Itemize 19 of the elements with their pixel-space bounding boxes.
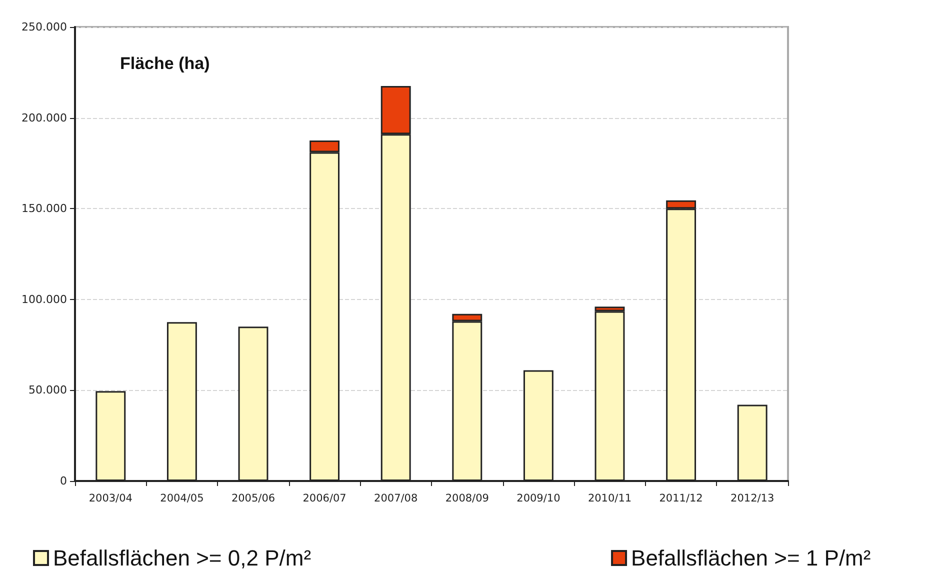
y-tick-label: 200.000 — [22, 111, 67, 124]
x-tick-label: 2009/10 — [516, 492, 560, 504]
x-tick-label: 2007/08 — [374, 492, 418, 504]
text: Fläche (ha) — [120, 54, 210, 73]
y-tick-label: 250.000 — [22, 20, 67, 34]
x-tick-label: 2004/05 — [160, 492, 204, 504]
y-tick-label: 0 — [60, 474, 67, 488]
x-tick-label: 2008/09 — [445, 492, 489, 504]
x-tick-label: 2006/07 — [302, 492, 346, 504]
x-tick-label: 2012/13 — [730, 492, 774, 504]
y-tick-label: 100.000 — [22, 292, 67, 306]
x-tick-label: 2003/04 — [88, 492, 133, 504]
x-tick-label: 2005/06 — [231, 492, 276, 504]
y-tick-label: 50.000 — [28, 384, 67, 397]
legend-label: Befallsflächen >= 1 P/m² — [631, 546, 871, 570]
y-tick-label: 150.000 — [22, 202, 67, 216]
x-tick-label: 2011/12 — [659, 492, 703, 504]
x-tick-label: 2010/11 — [588, 492, 632, 504]
legend-label: Befallsflächen >= 0,2 P/m² — [53, 546, 312, 570]
